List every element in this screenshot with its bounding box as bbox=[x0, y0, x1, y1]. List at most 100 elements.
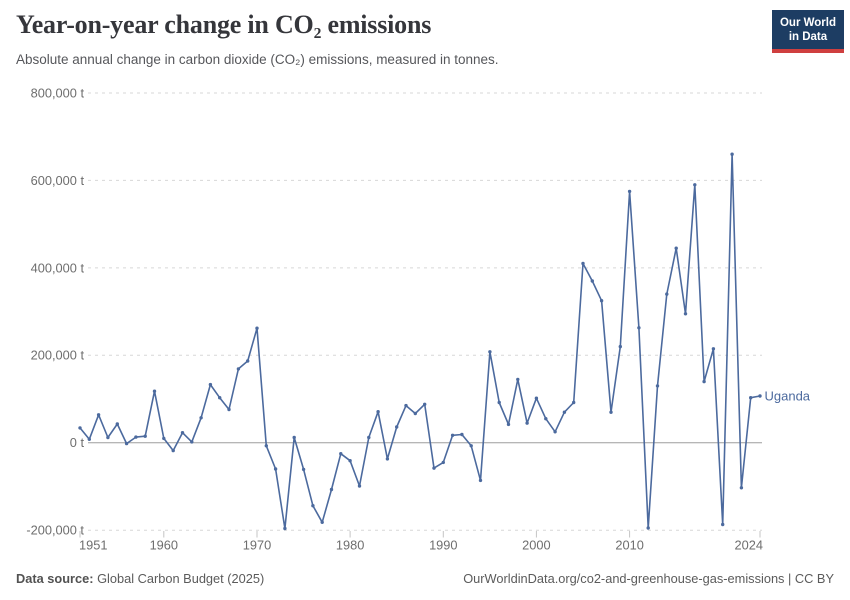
data-point bbox=[450, 433, 455, 437]
data-point bbox=[618, 344, 622, 349]
data-point bbox=[357, 484, 362, 488]
data-point bbox=[208, 382, 213, 387]
data-point bbox=[544, 417, 548, 421]
y-tick-label: -200,000 t bbox=[26, 523, 84, 538]
entity-label-uganda[interactable]: Uganda bbox=[765, 389, 811, 404]
data-point bbox=[497, 400, 501, 405]
x-tick-label: 1970 bbox=[243, 538, 271, 553]
data-point bbox=[469, 444, 473, 448]
data-point bbox=[702, 379, 706, 384]
data-point bbox=[180, 431, 185, 435]
data-point bbox=[711, 347, 716, 351]
data-point bbox=[609, 410, 613, 414]
data-point bbox=[590, 279, 594, 283]
x-tick-label: 2010 bbox=[615, 538, 643, 553]
data-point bbox=[655, 384, 660, 388]
data-point bbox=[283, 526, 287, 531]
data-point bbox=[423, 402, 427, 406]
data-point bbox=[106, 435, 110, 440]
data-point bbox=[581, 261, 585, 266]
x-tick-label: 1990 bbox=[429, 538, 457, 553]
data-point bbox=[665, 292, 669, 296]
data-point bbox=[385, 457, 390, 461]
data-point bbox=[758, 394, 762, 398]
y-tick-label: 800,000 t bbox=[31, 85, 85, 100]
x-tick-label: 1960 bbox=[150, 538, 178, 553]
x-tick-label: 2000 bbox=[522, 538, 550, 553]
data-point bbox=[572, 400, 576, 405]
y-tick-label: 0 t bbox=[70, 435, 85, 450]
data-point bbox=[674, 246, 678, 250]
data-point bbox=[78, 426, 82, 430]
x-axis: 1951 1960 1970 1980 1990 2000 2010 2024 bbox=[79, 531, 763, 553]
data-point bbox=[562, 410, 567, 414]
data-point bbox=[395, 425, 399, 429]
chart-subtitle: Absolute annual change in carbon dioxide… bbox=[16, 52, 499, 67]
data-point bbox=[506, 422, 511, 427]
page-title: Year-on-year change in CO₂ emissions bbox=[16, 10, 432, 39]
data-point bbox=[246, 359, 250, 363]
data-source-label: Data source: bbox=[16, 571, 94, 586]
data-point bbox=[478, 478, 483, 483]
y-tick-label: 200,000 t bbox=[31, 348, 85, 363]
data-point bbox=[599, 299, 604, 303]
data-source-value: Global Carbon Budget (2025) bbox=[97, 571, 265, 586]
data-point bbox=[683, 312, 688, 316]
data-point bbox=[87, 437, 92, 441]
owid-logo[interactable]: Our World in Data bbox=[771, 10, 844, 53]
data-point bbox=[637, 326, 641, 330]
owid-url-license[interactable]: OurWorldinData.org/co2-and-greenhouse-ga… bbox=[463, 571, 834, 586]
data-point bbox=[124, 441, 129, 446]
data-point bbox=[693, 183, 697, 187]
owid-logo-line1: Our World bbox=[779, 17, 836, 29]
data-point bbox=[292, 435, 296, 440]
data-point bbox=[525, 421, 529, 425]
data-point bbox=[301, 467, 306, 472]
data-point bbox=[367, 435, 371, 440]
uganda-line-series[interactable] bbox=[79, 153, 761, 530]
data-point bbox=[460, 432, 464, 437]
data-point bbox=[162, 436, 166, 441]
data-point bbox=[348, 459, 352, 463]
x-tick-label: 2024 bbox=[735, 538, 763, 553]
data-point bbox=[339, 452, 343, 456]
data-point bbox=[264, 444, 268, 448]
data-point bbox=[404, 403, 408, 408]
data-point bbox=[329, 487, 334, 492]
data-point bbox=[516, 377, 520, 382]
data-point bbox=[134, 435, 138, 439]
data-point bbox=[730, 152, 734, 156]
y-axis: 800,000 t 600,000 t 400,000 t 200,000 t 0 t -… bbox=[26, 85, 762, 538]
data-point bbox=[311, 504, 315, 508]
data-point-markers bbox=[78, 152, 762, 531]
data-point bbox=[441, 460, 445, 465]
data-point bbox=[721, 522, 725, 527]
data-point bbox=[190, 440, 194, 444]
data-point bbox=[376, 410, 380, 414]
data-point bbox=[488, 350, 492, 354]
data-point bbox=[646, 526, 650, 530]
x-tick-label: 1980 bbox=[336, 538, 364, 553]
data-source-note: Data source: Global Carbon Budget (2025) bbox=[16, 571, 264, 586]
owid-logo-line2: in Data bbox=[788, 31, 828, 44]
data-point bbox=[218, 396, 222, 400]
data-point bbox=[627, 189, 632, 194]
data-point bbox=[143, 434, 147, 438]
data-point bbox=[749, 396, 753, 400]
x-tick-label: 1951 bbox=[79, 538, 107, 553]
data-point bbox=[152, 389, 157, 393]
data-point bbox=[96, 413, 101, 417]
data-point bbox=[534, 396, 539, 400]
data-point bbox=[413, 411, 417, 416]
data-point bbox=[227, 407, 231, 412]
data-point bbox=[255, 326, 259, 330]
data-point bbox=[432, 466, 436, 470]
data-point bbox=[553, 430, 557, 434]
data-point bbox=[273, 467, 278, 471]
data-point bbox=[199, 416, 203, 420]
data-point bbox=[236, 367, 241, 371]
y-tick-label: 400,000 t bbox=[31, 260, 85, 275]
data-point bbox=[739, 486, 744, 490]
